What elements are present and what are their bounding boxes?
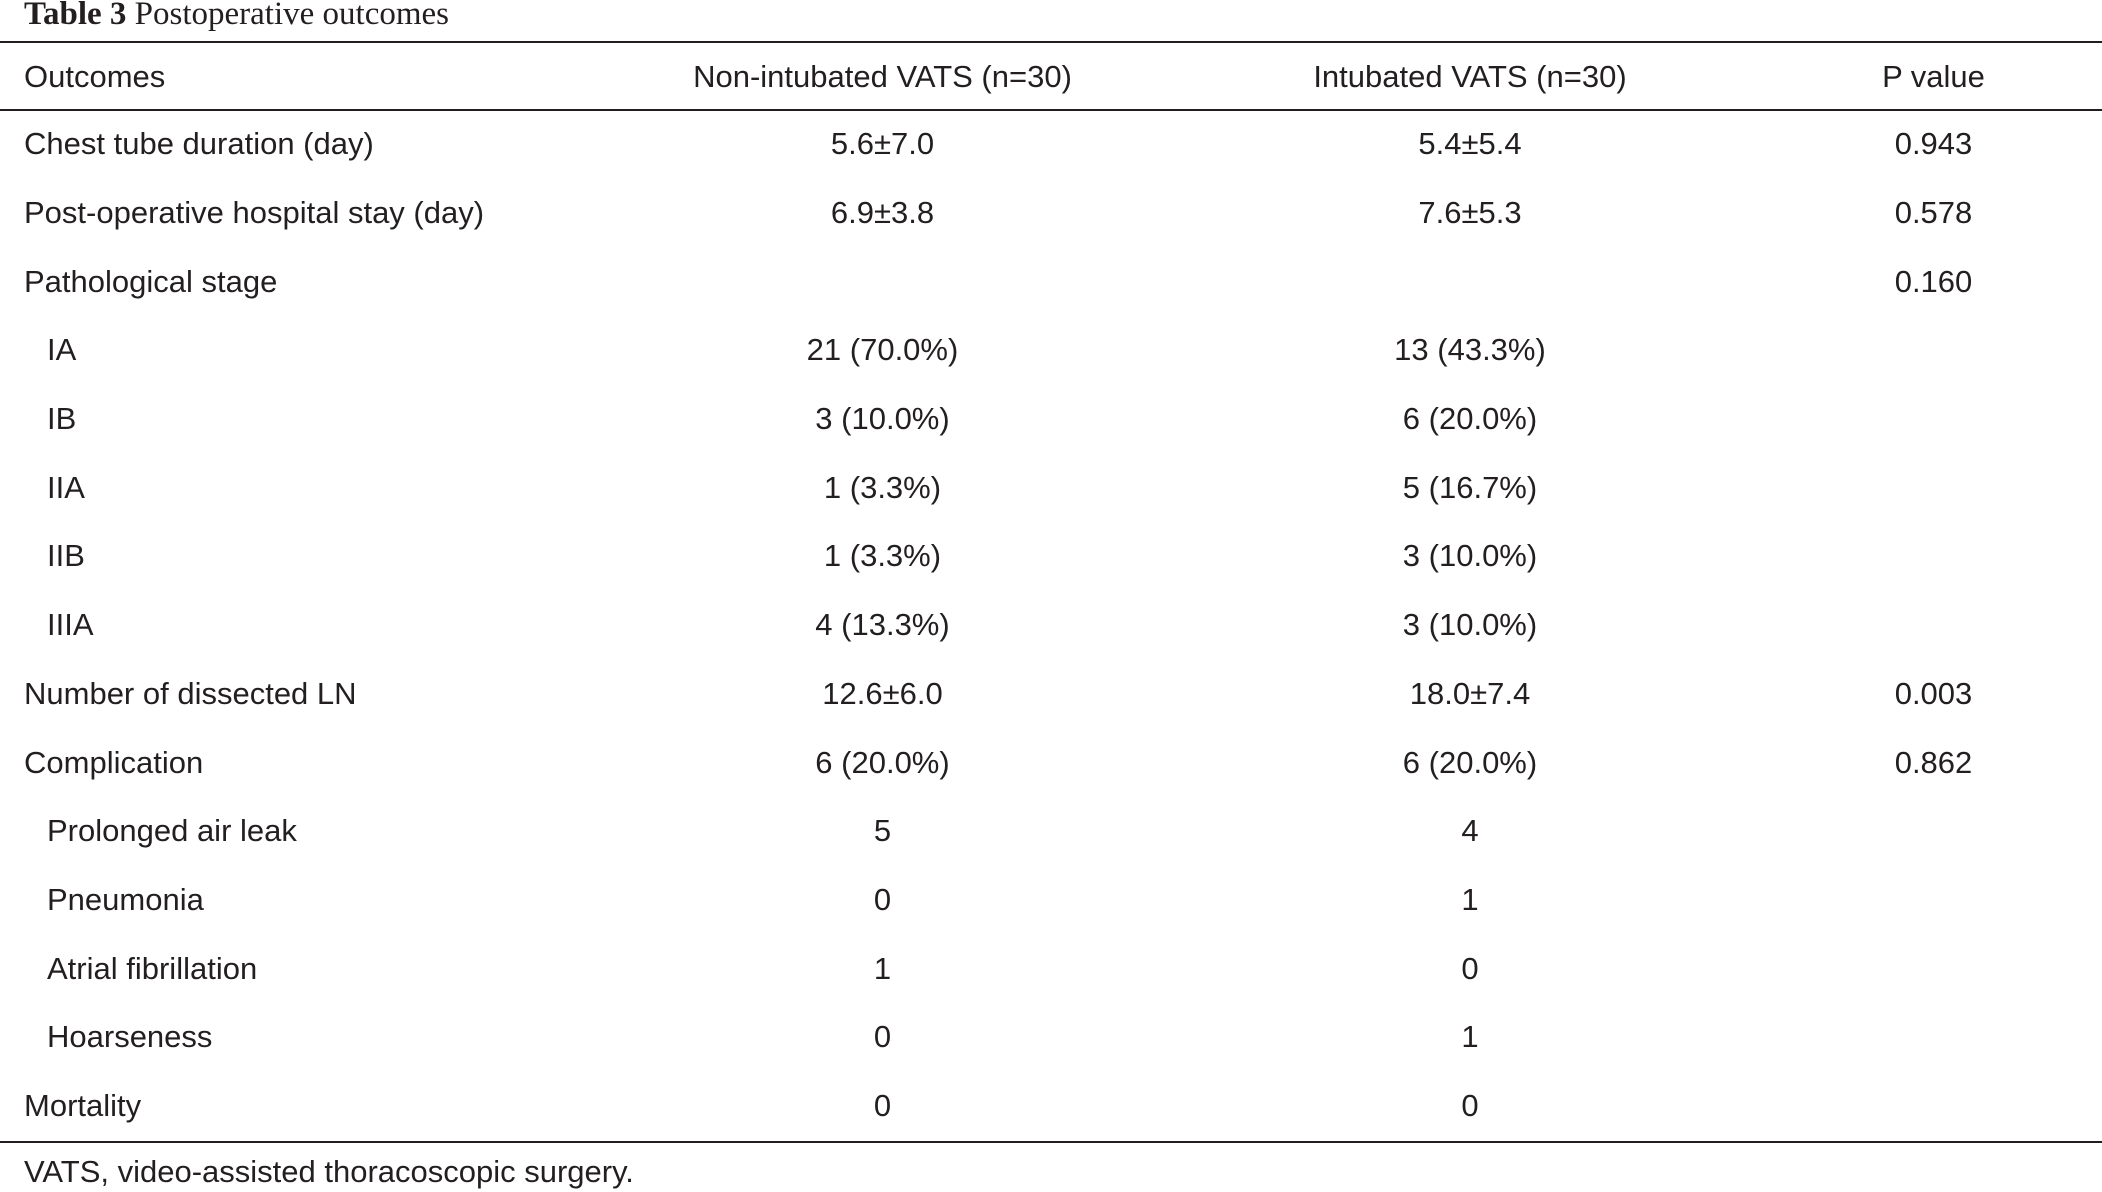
row-label: IIB: [47, 538, 85, 574]
outcomes-table: Outcomes Non-intubated VATS (n=30) Intub…: [0, 44, 2102, 1140]
cell-intubated: 5.4±5.4: [1418, 126, 1522, 162]
cell-intubated: 0: [1461, 950, 1479, 986]
cell-intubated: 18.0±7.4: [1409, 675, 1531, 711]
row-label: IIA: [47, 469, 85, 505]
table-row: Atrial fibrillation 1 0: [0, 934, 2102, 1003]
cell-non-intubated: 0: [873, 881, 892, 917]
cell-intubated: 7.6±5.3: [1418, 195, 1522, 231]
row-label: Atrial fibrillation: [47, 950, 258, 986]
table-row: IB 3 (10.0%) 6 (20.0%): [0, 385, 2102, 454]
cell-non-intubated: 4 (13.3%): [815, 607, 950, 643]
table-row: IIB 1 (3.3%) 3 (10.0%): [0, 522, 2102, 591]
table-row: Number of dissected LN 12.6±6.0 18.0±7.4 0.…: [0, 660, 2102, 729]
table-row: Hoarseness 0 1: [0, 1003, 2102, 1072]
cell-non-intubated: 12.6±6.0: [822, 675, 943, 711]
cell-non-intubated: 0: [873, 1019, 892, 1055]
column-header-intubated: Intubated VATS (n=30): [1313, 59, 1627, 94]
cell-p-value: [1765, 866, 2102, 935]
cell-non-intubated: 6 (20.0%): [815, 744, 950, 780]
cell-intubated: 6 (20.0%): [1402, 744, 1538, 780]
table-row: Chest tube duration (day) 5.6±7.0 5.4±5.4 0…: [0, 110, 2102, 179]
cell-non-intubated: 3 (10.0%): [815, 401, 950, 437]
cell-p-value: 0.862: [1894, 744, 1973, 780]
row-label: IIIA: [47, 607, 94, 643]
bottom-rule: [0, 1141, 2102, 1143]
cell-intubated: 3 (10.0%): [1402, 607, 1538, 643]
cell-non-intubated: 5: [873, 813, 892, 849]
table-row: Mortality 0 0: [0, 1072, 2102, 1141]
cell-intubated: [1175, 247, 1765, 316]
cell-non-intubated: 0: [873, 1087, 892, 1123]
cell-intubated: 4: [1461, 813, 1479, 849]
row-label: Complication: [24, 744, 204, 780]
row-label: Pathological stage: [24, 263, 278, 299]
row-label: IA: [47, 332, 77, 368]
table-row: IIIA 4 (13.3%) 3 (10.0%): [0, 591, 2102, 660]
row-label: Hoarseness: [47, 1019, 213, 1055]
cell-non-intubated: 6.9±3.8: [830, 195, 935, 231]
column-header-outcomes: Outcomes: [24, 59, 166, 94]
table-number: Table 3: [24, 0, 127, 32]
table-row: Prolonged air leak 5 4: [0, 797, 2102, 866]
table-row: Complication 6 (20.0%) 6 (20.0%) 0.862: [0, 728, 2102, 797]
table-row: Pathological stage 0.160: [0, 247, 2102, 316]
row-label: Post-operative hospital stay (day): [24, 195, 485, 231]
cell-p-value: [1765, 797, 2102, 866]
cell-intubated: 6 (20.0%): [1402, 401, 1538, 437]
table-body: Chest tube duration (day) 5.6±7.0 5.4±5.4 0…: [0, 110, 2102, 1140]
cell-non-intubated: 5.6±7.0: [830, 126, 935, 162]
table-header: Outcomes Non-intubated VATS (n=30) Intub…: [0, 44, 2102, 110]
column-header-p-value: P value: [1882, 59, 1985, 94]
cell-p-value: [1765, 1003, 2102, 1072]
row-label: Number of dissected LN: [24, 675, 357, 711]
cell-intubated: 13 (43.3%): [1394, 332, 1546, 368]
table-footnote: VATS, video-assisted thoracoscopic surge…: [24, 1154, 634, 1189]
cell-non-intubated: 1 (3.3%): [823, 469, 942, 505]
table-row: Post-operative hospital stay (day) 6.9±3.…: [0, 179, 2102, 248]
cell-p-value: 0.160: [1894, 263, 1973, 299]
table-caption: Table 3 Postoperative outcomes: [24, 0, 449, 34]
cell-non-intubated: 21 (70.0%): [806, 332, 959, 368]
header-row: Outcomes Non-intubated VATS (n=30) Intub…: [0, 44, 2102, 110]
row-label: Mortality: [24, 1087, 142, 1123]
table-row: IIA 1 (3.3%) 5 (16.7%): [0, 453, 2102, 522]
cell-p-value: 0.578: [1894, 195, 1973, 231]
cell-p-value: 0.003: [1894, 675, 1973, 711]
table-title: Postoperative outcomes: [134, 0, 450, 32]
cell-intubated: 1: [1461, 1019, 1479, 1055]
row-label: Prolonged air leak: [47, 813, 297, 849]
cell-intubated: 0: [1461, 1087, 1479, 1123]
table-row: Pneumonia 0 1: [0, 866, 2102, 935]
row-label: IB: [47, 401, 77, 437]
row-label: Pneumonia: [47, 881, 204, 917]
cell-p-value: [1765, 591, 2102, 660]
cell-p-value: 0.943: [1894, 126, 1973, 162]
table-row: IA 21 (70.0%) 13 (43.3%): [0, 316, 2102, 385]
cell-non-intubated: 1: [873, 950, 892, 986]
cell-non-intubated: 1 (3.3%): [823, 538, 942, 574]
cell-intubated: 5 (16.7%): [1402, 469, 1538, 505]
cell-p-value: [1765, 522, 2102, 591]
top-rule: [0, 41, 2102, 43]
cell-p-value: [1765, 934, 2102, 1003]
row-label: Chest tube duration (day): [24, 126, 374, 162]
cell-p-value: [1765, 385, 2102, 454]
cell-p-value: [1765, 453, 2102, 522]
cell-p-value: [1765, 316, 2102, 385]
cell-non-intubated: [590, 247, 1175, 316]
cell-p-value: [1765, 1072, 2102, 1141]
column-header-non-intubated: Non-intubated VATS (n=30): [693, 59, 1072, 94]
cell-intubated: 1: [1461, 881, 1479, 917]
header-rule: [0, 109, 2102, 111]
cell-intubated: 3 (10.0%): [1402, 538, 1538, 574]
